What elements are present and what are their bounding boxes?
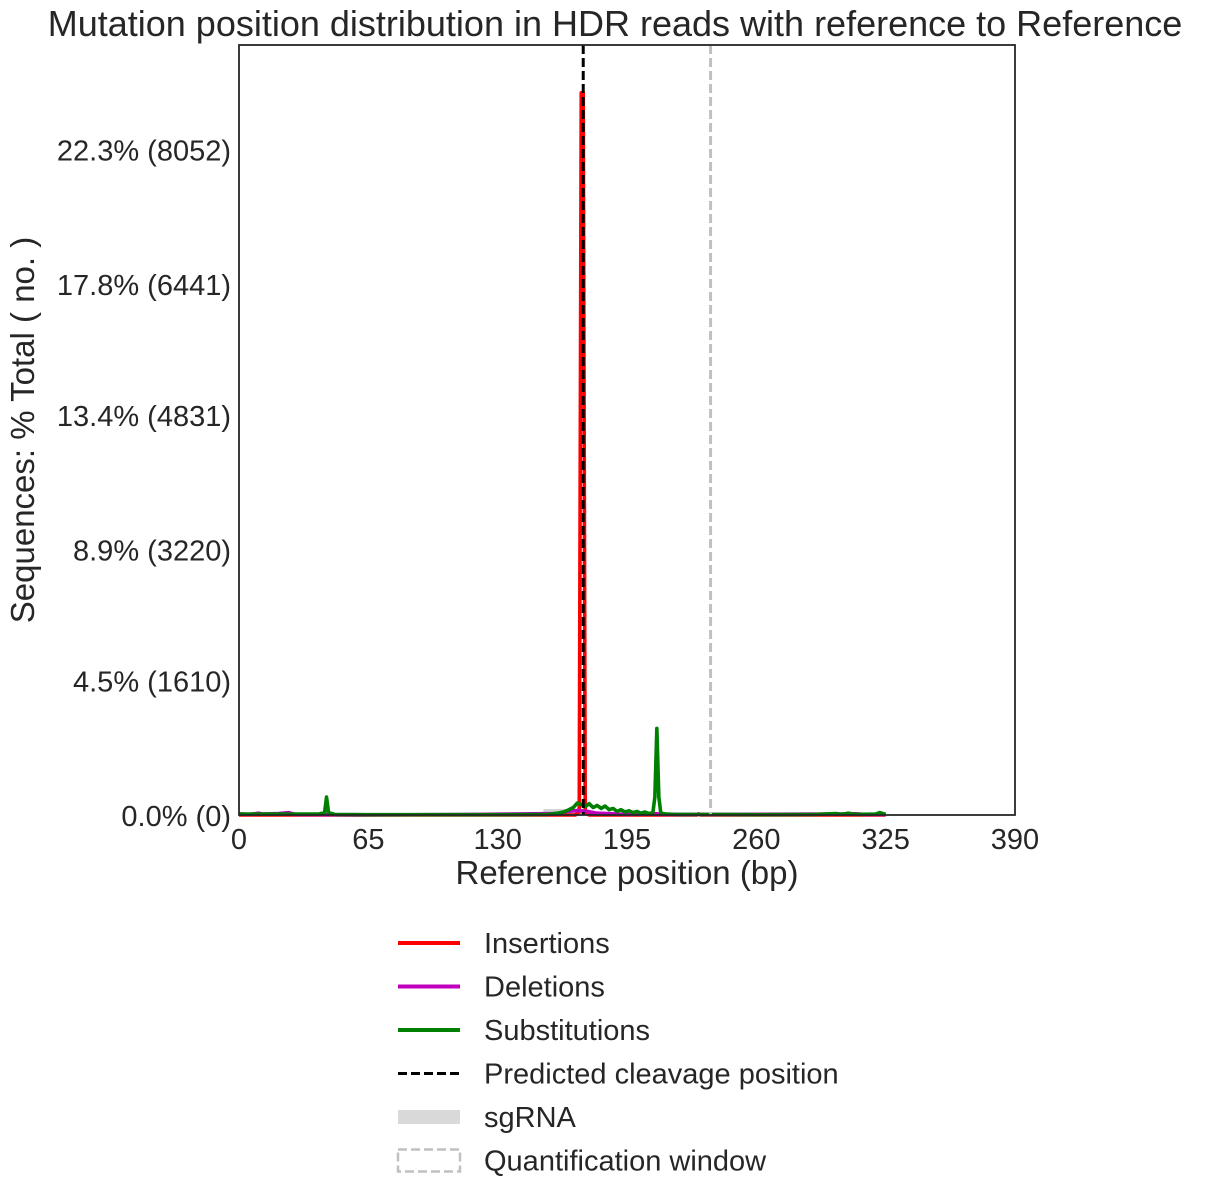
x-tick-label: 325 (861, 824, 909, 856)
plot-frame (238, 44, 1016, 816)
x-tick-label: 390 (991, 824, 1039, 856)
chart-title: Mutation position distribution in HDR re… (48, 3, 1183, 44)
legend-label: Quantification window (484, 1146, 767, 1178)
x-axis-label: Reference position (bp) (455, 854, 798, 891)
legend-entry: Quantification window (396, 1146, 767, 1178)
legend-entry: Deletions (398, 972, 605, 1004)
legend-entry: Insertions (398, 928, 610, 960)
legend-label: Predicted cleavage position (484, 1059, 839, 1091)
legend-label: sgRNA (484, 1102, 577, 1134)
legend-label: Substitutions (484, 1015, 650, 1047)
x-tick-label: 130 (473, 824, 521, 856)
x-tick-label: 260 (732, 824, 780, 856)
legend-label: Deletions (484, 972, 605, 1004)
y-tick-label: 0.0% (0) (121, 801, 231, 833)
y-axis-ticks: 0.0% (0) 4.5% (1610) 8.9% (3220) 13.4% (483… (57, 135, 231, 833)
legend-swatch (396, 1148, 462, 1173)
x-tick-label: 65 (352, 824, 384, 856)
y-tick-label: 22.3% (8052) (57, 135, 231, 167)
y-tick-label: 13.4% (4831) (57, 401, 231, 433)
legend-entry: Substitutions (398, 1015, 650, 1047)
legend-swatch (398, 1110, 460, 1124)
y-axis-label: Sequences: % Total ( no. ) (4, 237, 41, 623)
y-tick-label: 4.5% (1610) (73, 667, 231, 699)
legend: Insertions Deletions Substitutions Predicte… (396, 928, 839, 1178)
plot-area (543, 809, 584, 815)
legend-entry: Predicted cleavage position (398, 1059, 839, 1091)
y-tick-label: 8.9% (3220) (73, 535, 231, 567)
legend-label: Insertions (484, 928, 610, 960)
y-tick-label: 17.8% (6441) (57, 270, 231, 302)
x-axis-ticks: 0 65 130 195 260 325 390 (231, 824, 1039, 856)
x-tick-label: 0 (231, 824, 247, 856)
legend-entry: sgRNA (398, 1102, 577, 1134)
x-tick-label: 195 (603, 824, 651, 856)
